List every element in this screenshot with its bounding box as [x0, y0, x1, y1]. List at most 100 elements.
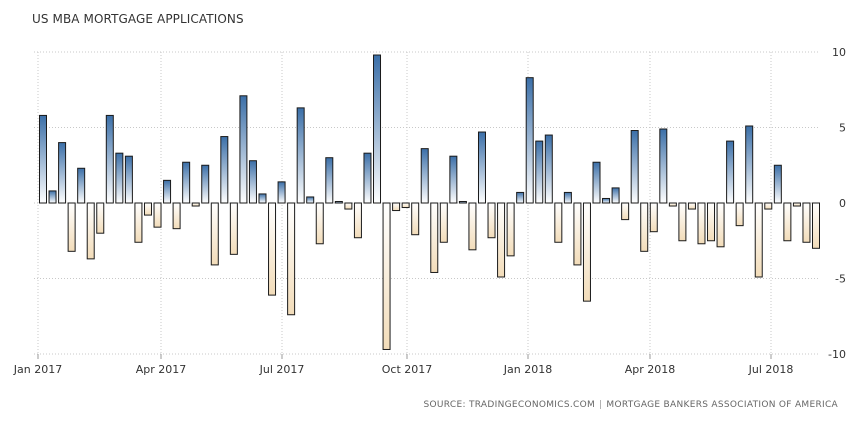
bar-positive	[477, 131, 486, 204]
bar-negative	[716, 202, 725, 248]
bar-positive	[525, 77, 534, 204]
y-axis: 10 5 0 -5 -10	[828, 46, 846, 361]
bar-negative	[640, 202, 649, 252]
source-provider: MORTGAGE BANKERS ASSOCIATION OF AMERICA	[606, 400, 838, 410]
bar-negative	[430, 202, 439, 273]
source-text: SOURCE: TRADINGECONOMICS.COM	[423, 400, 596, 410]
bar-negative	[754, 202, 763, 278]
bar-negative	[143, 202, 152, 216]
bar-positive	[334, 200, 343, 204]
bar-positive	[630, 130, 639, 204]
bar-positive	[373, 54, 382, 204]
y-tick-label: 0	[839, 197, 846, 210]
bar-negative	[172, 202, 181, 230]
bar-positive	[58, 142, 67, 204]
bar-negative	[315, 202, 324, 245]
bar-negative	[439, 202, 448, 243]
bar-positive	[39, 114, 47, 204]
bar-positive	[48, 190, 57, 204]
bar-positive	[115, 152, 124, 204]
bar-negative	[229, 202, 238, 255]
x-tick-label: Apr 2018	[625, 363, 676, 376]
y-tick-label: -5	[835, 273, 846, 286]
bar-positive	[77, 167, 86, 204]
bar-positive	[296, 107, 305, 204]
source-separator: |	[599, 400, 603, 410]
bar-positive	[277, 181, 286, 204]
y-tick-label: 10	[832, 46, 846, 59]
bar-positive	[611, 187, 620, 204]
bar-positive	[745, 125, 754, 204]
bar-positive	[420, 148, 429, 204]
x-tick-label: Jul 2018	[748, 363, 794, 376]
bar-negative	[735, 202, 744, 227]
bar-positive	[449, 155, 458, 204]
bar-negative	[812, 202, 820, 249]
bar-positive	[182, 161, 191, 204]
x-tick-label: Jan 2018	[503, 363, 552, 376]
bar-positive	[458, 200, 467, 204]
bar-negative	[792, 202, 801, 207]
bar-positive	[535, 140, 544, 204]
bar-positive	[248, 160, 257, 204]
bar-positive	[516, 191, 525, 204]
bar-positive	[563, 191, 572, 204]
bar-positive	[773, 164, 782, 204]
bar-negative	[353, 202, 362, 239]
bar-negative	[287, 202, 296, 316]
bar-negative	[707, 202, 716, 242]
bar-negative	[649, 202, 658, 233]
bar-negative	[668, 202, 677, 207]
bar-positive	[239, 95, 248, 204]
x-tick-label: Jul 2017	[259, 363, 305, 376]
bar-positive	[659, 128, 668, 204]
bar-negative	[497, 202, 506, 278]
x-tick-label: Apr 2017	[136, 363, 187, 376]
bar-negative	[506, 202, 515, 257]
bar-negative	[573, 202, 582, 266]
bar-negative	[802, 202, 811, 243]
bar-positive	[602, 197, 611, 204]
y-tick-label: -10	[828, 348, 846, 361]
bar-negative	[783, 202, 792, 242]
bar-positive	[220, 136, 229, 204]
bar-negative	[96, 202, 105, 234]
bar-positive	[544, 134, 553, 204]
bar-negative	[344, 202, 353, 210]
bar-positive	[306, 196, 315, 204]
x-tick-label: Jan 2017	[13, 363, 62, 376]
bar-negative	[487, 202, 496, 239]
bar-negative	[621, 202, 630, 221]
bar-negative	[554, 202, 563, 243]
y-tick-label: 5	[839, 122, 846, 135]
bar-negative	[582, 202, 591, 302]
bar-negative	[134, 202, 143, 243]
bar-positive	[201, 164, 210, 204]
bar-negative	[191, 202, 200, 207]
chart-title: US MBA MORTGAGE APPLICATIONS	[32, 12, 244, 26]
bar-negative	[153, 202, 162, 228]
x-tick-label: Oct 2017	[382, 363, 433, 376]
bar-positive	[325, 157, 334, 204]
bar-negative	[764, 202, 773, 210]
bar-series	[39, 54, 820, 350]
bar-negative	[401, 202, 410, 209]
bar-positive	[258, 193, 267, 204]
source-attribution: SOURCE: TRADINGECONOMICS.COM | MORTGAGE BA…	[423, 400, 838, 410]
bar-positive	[726, 140, 735, 204]
bar-negative	[678, 202, 687, 242]
bar-positive	[163, 179, 172, 204]
bar-negative	[697, 202, 706, 245]
bar-negative	[268, 202, 277, 296]
bar-negative	[382, 202, 391, 350]
x-axis: Jan 2017 Apr 2017 Jul 2017 Oct 2017 Jan 2018…	[13, 354, 794, 376]
bar-negative	[210, 202, 219, 266]
bar-positive	[124, 155, 133, 204]
bar-negative	[67, 202, 76, 252]
bar-positive	[105, 114, 114, 204]
bar-negative	[392, 202, 401, 212]
bar-negative	[468, 202, 477, 251]
bar-negative	[411, 202, 420, 236]
bar-positive	[592, 161, 601, 204]
